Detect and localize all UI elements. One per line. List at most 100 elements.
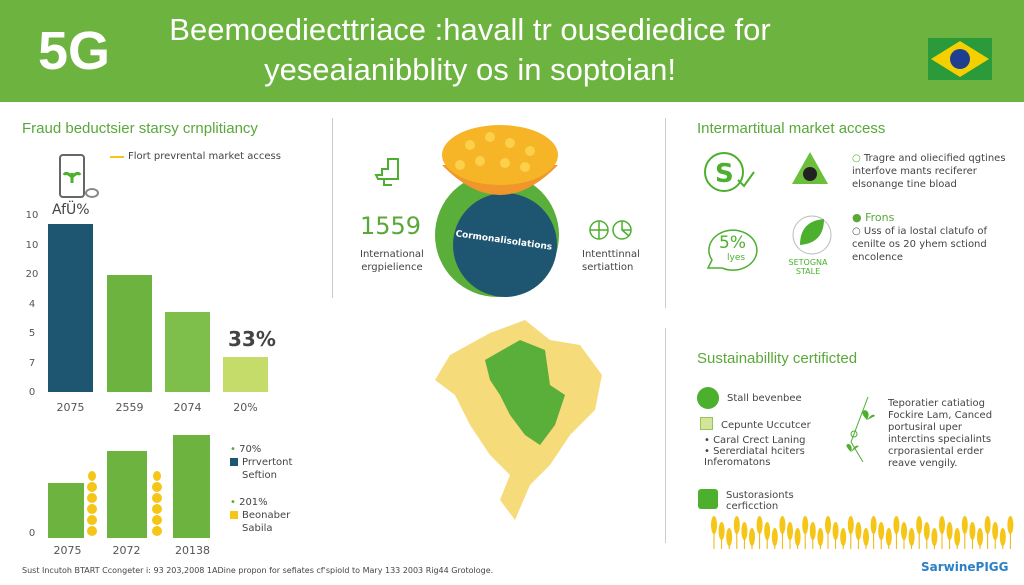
- bullet-2-text: Frons: [865, 211, 895, 224]
- market-access-title: Intermartitual market access: [697, 120, 886, 137]
- legend2-label: Beonaber Sabila: [242, 510, 291, 534]
- bar: [48, 223, 93, 392]
- stat-label: International ergpielience: [360, 248, 424, 274]
- wheat-ear: [847, 516, 854, 534]
- wheat-ear: [718, 522, 725, 540]
- certification-icon: [698, 489, 718, 509]
- wheat-ear: [764, 522, 771, 540]
- leaf-label-2: STALE: [795, 267, 821, 276]
- bullet-1-text: Tragre and oliecified qgtines interfove …: [852, 153, 1006, 190]
- divider: [665, 118, 666, 308]
- right-label-2: sertiattion: [582, 262, 634, 273]
- brazil-flag-icon: [928, 38, 992, 80]
- x-tick-label: 2075: [56, 401, 85, 414]
- wheat-ear: [893, 516, 900, 534]
- y-tick-label: 10: [25, 239, 39, 251]
- title-line-1: Beemoediecttriace :havall tr ousediedice…: [169, 12, 771, 47]
- title-line-2: yeseaianibblity os in soptoian!: [264, 52, 676, 87]
- bar: [48, 483, 84, 538]
- bullet-3: ○ Uss of ia lostal clatufo of cenilte os…: [852, 226, 987, 263]
- wheat-ear: [878, 522, 885, 540]
- wheat-ear: [802, 516, 809, 534]
- wheat-ear: [885, 528, 892, 546]
- bubble-percent: 5%: [719, 233, 746, 253]
- callout-percent: 33%: [228, 327, 276, 351]
- header-banner: [0, 0, 1024, 102]
- wheat-field-decoration: [711, 516, 1014, 549]
- bullet-1: ○ Tragre and oliecified qgtines interfov…: [852, 153, 1006, 190]
- wheat-ear: [1007, 516, 1014, 534]
- wheat-ear: [817, 528, 824, 546]
- soybean-circle-graphic: [435, 125, 559, 297]
- sustainability-title: Sustainabillity certificted: [697, 350, 858, 367]
- wheat-ear: [954, 528, 961, 546]
- sust-list-item: Sererdiatal hciters Inferomatons: [704, 446, 805, 468]
- phone-leaf-icon: [59, 154, 99, 198]
- right-label-1: Intenttinnal: [582, 249, 640, 260]
- wheat-ear: [794, 528, 801, 546]
- sust-list-item: Caral Crect Laning: [713, 435, 806, 446]
- bubble-sub: lyes: [727, 253, 746, 263]
- legend2-pct: 201%: [239, 497, 268, 508]
- wheat-ear: [741, 522, 748, 540]
- wheat-ear: [855, 522, 862, 540]
- legend2-label: Prrvertont Seftion: [242, 457, 293, 481]
- wheat-ear: [923, 522, 930, 540]
- phone-label: AfÜ%: [52, 202, 90, 218]
- y-tick-label: 0: [28, 528, 36, 539]
- bar: [107, 275, 152, 392]
- 5g-badge: 5G: [38, 21, 111, 81]
- wheat-ear: [863, 528, 869, 546]
- bar: [173, 434, 210, 538]
- svg-text:S: S: [715, 159, 734, 189]
- wheat-ear: [779, 516, 786, 534]
- bar: [223, 356, 268, 392]
- brand-logo: SarwinePIGG: [921, 560, 1009, 574]
- legend2-swatch: [230, 458, 238, 466]
- legend2-item-2: • 201% Beonaber Sabila: [230, 496, 302, 535]
- wheat-ear: [756, 516, 763, 534]
- wheat-ear: [984, 516, 991, 534]
- growth-chart-icon: [374, 158, 399, 186]
- y-tick-label: 5: [28, 328, 36, 339]
- bar: [165, 312, 210, 392]
- wheat-ear: [939, 516, 945, 534]
- x-tick-label: 2074: [173, 401, 202, 414]
- wheat-ear: [969, 522, 976, 540]
- sprout-chain-icon: [846, 396, 875, 463]
- wheat-ear: [711, 516, 717, 534]
- stat-label-2: ergpielience: [361, 262, 423, 273]
- bullet-2: ● Frons: [852, 211, 895, 224]
- wheat-ear: [870, 516, 877, 534]
- footer-source: Sust Incutoh BTART Ccongeter i: 93 203,2…: [22, 566, 494, 575]
- y-tick-label: 7: [28, 357, 36, 369]
- wheat-ear: [733, 516, 740, 534]
- sust-swatch: [700, 417, 713, 430]
- y-tick-label: 10: [25, 210, 39, 221]
- legend2-pct: 70%: [239, 444, 262, 455]
- legend-swatch: [110, 156, 124, 158]
- divider: [665, 328, 666, 543]
- speech-bubble-icon: [706, 229, 758, 271]
- x-tick-label: 2072: [112, 544, 141, 557]
- wheat-ear: [771, 528, 778, 546]
- legend-label: Flort prevrental market access: [128, 151, 281, 162]
- brazil-map: [435, 320, 602, 520]
- x-tick-label: 2559: [115, 401, 144, 414]
- left-section-title: Fraud beductsier starsy crnplitiancy: [22, 120, 258, 137]
- leaf-icon: [792, 215, 832, 255]
- legend2-item-1: • 70% Prrvertont Seftion: [230, 443, 302, 482]
- wheat-ear: [916, 516, 923, 534]
- x-tick-label: 20%: [233, 401, 258, 414]
- wheat-ear: [999, 528, 1006, 546]
- wheat-ear: [977, 528, 983, 546]
- wheat-ear: [908, 528, 915, 546]
- leaf-label-1: SETOGNA: [788, 258, 828, 267]
- triangle-badge-icon: [792, 152, 828, 184]
- stat-label-1: International: [360, 249, 424, 260]
- sust-list: • Caral Crect Laning • Sererdiatal hcite…: [704, 435, 806, 468]
- y-tick-label: 20: [25, 269, 39, 280]
- bullet-3-text: Uss of ia lostal clatufo of cenilte os 2…: [852, 226, 987, 263]
- wheat-icon: [152, 471, 162, 536]
- wheat-ear: [832, 522, 839, 540]
